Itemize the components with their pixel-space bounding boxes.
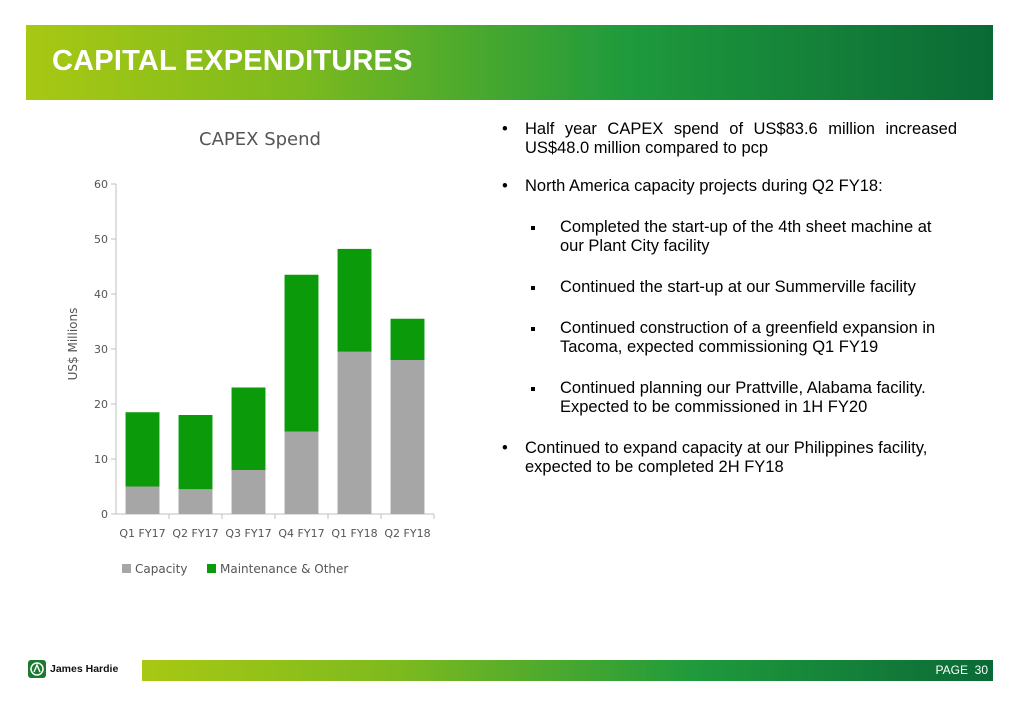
footer-bar: [142, 660, 993, 681]
bullet-item: • Continued to expand capacity at our Ph…: [500, 439, 965, 477]
page-label: PAGE: [935, 663, 968, 677]
legend-swatch: [207, 564, 216, 573]
x-tick-label: Q2 FY18: [384, 527, 430, 540]
sub-bullet-item: Continued the start-up at our Summervill…: [500, 278, 950, 297]
sub-bullet-text: Continued the start-up at our Summervill…: [560, 278, 916, 296]
sub-bullet-item: Completed the start-up of the 4th sheet …: [500, 218, 950, 256]
sub-bullet-item: Continued planning our Prattville, Alaba…: [500, 379, 950, 417]
bar-maintenance-other: [178, 415, 213, 490]
y-tick-label: 0: [101, 508, 108, 521]
sub-bullet-text: Continued construction of a greenfield e…: [560, 319, 936, 356]
legend-label: Maintenance & Other: [220, 562, 348, 576]
y-tick-label: 40: [94, 288, 108, 301]
bullet-text: Continued to expand capacity at our Phil…: [525, 439, 928, 476]
legend-label: Capacity: [135, 562, 187, 576]
james-hardie-logo-icon: [28, 660, 46, 678]
y-tick-label: 10: [94, 453, 108, 466]
page-number-value: 30: [974, 663, 988, 677]
bullet-text: North America capacity projects during Q…: [525, 177, 883, 195]
bar-maintenance-other: [284, 274, 319, 432]
bar-capacity: [337, 351, 372, 514]
y-tick-label: 50: [94, 233, 108, 246]
square-bullet-icon: [531, 226, 535, 230]
chart-title: CAPEX Spend: [199, 129, 321, 150]
bullet-text: Half year CAPEX spend of US$83.6 million…: [525, 120, 957, 157]
bar-maintenance-other: [337, 248, 372, 352]
bullet-list: • Half year CAPEX spend of US$83.6 milli…: [500, 120, 960, 477]
page-title: CAPITAL EXPENDITURES: [52, 45, 413, 77]
bar-capacity: [125, 486, 160, 514]
square-bullet-icon: [531, 286, 535, 290]
bar-maintenance-other: [231, 387, 266, 470]
sub-bullet-item: Continued construction of a greenfield e…: [500, 319, 950, 357]
y-tick-label: 60: [94, 178, 108, 191]
capex-chart: CAPEX Spend 0 10 20 30 40 50 60 US$ Millions Q1 F…: [66, 129, 435, 576]
sub-bullet-text: Continued planning our Prattville, Alaba…: [560, 379, 926, 416]
bar-capacity: [390, 360, 425, 514]
bullet-icon: •: [502, 120, 508, 138]
x-tick-label: Q2 FY17: [172, 527, 218, 540]
bar-maintenance-other: [390, 318, 425, 360]
y-tick-label: 30: [94, 343, 108, 356]
x-tick-label: Q1 FY18: [331, 527, 377, 540]
square-bullet-icon: [531, 387, 535, 391]
bullet-icon: •: [502, 177, 508, 195]
bar-capacity: [178, 489, 213, 514]
page-number: PAGE 30: [936, 663, 989, 677]
bullet-item: • Half year CAPEX spend of US$83.6 milli…: [500, 120, 957, 158]
company-name: James Hardie: [50, 663, 119, 675]
square-bullet-icon: [531, 327, 535, 331]
y-tick-label: 20: [94, 398, 108, 411]
bar-capacity: [231, 470, 266, 514]
bar-maintenance-other: [125, 412, 160, 487]
bullet-item: • North America capacity projects during…: [500, 177, 960, 196]
sub-bullet-text: Completed the start-up of the 4th sheet …: [560, 218, 932, 255]
x-tick-label: Q3 FY17: [225, 527, 271, 540]
bullet-icon: •: [502, 439, 508, 457]
x-tick-label: Q4 FY17: [278, 527, 324, 540]
company-logo: James Hardie: [27, 659, 118, 679]
bar-capacity: [284, 431, 319, 514]
x-tick-label: Q1 FY17: [119, 527, 165, 540]
legend-swatch: [122, 564, 131, 573]
y-axis-label: US$ Millions: [66, 308, 80, 381]
title-banner: CAPITAL EXPENDITURES: [26, 25, 993, 100]
